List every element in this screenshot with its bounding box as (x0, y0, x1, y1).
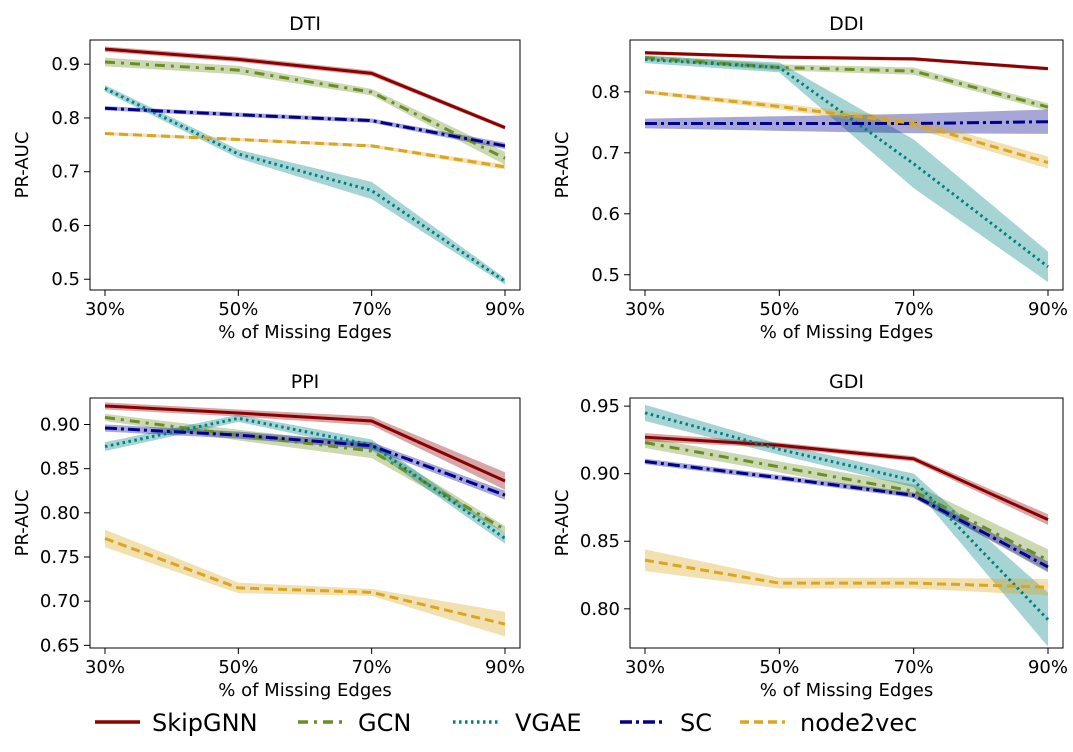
plot-frame (629, 397, 1064, 649)
band-node2vec (645, 549, 1048, 596)
band-skipgnn (105, 46, 505, 130)
line-skipgnn (104, 404, 506, 483)
y-tick-label: 0.85 (580, 531, 620, 552)
x-tick-label: 90% (1028, 657, 1068, 678)
x-tick-label: 30% (85, 657, 125, 678)
line-node2vec (644, 558, 1049, 589)
y-tick-label: 0.80 (580, 599, 620, 620)
y-axis-title: PR-AUC (552, 490, 573, 557)
legend-label-sc: SC (680, 709, 712, 737)
y-tick-label: 0.8 (51, 108, 80, 129)
y-tick-label: 0.5 (51, 269, 80, 290)
x-axis-title: % of Missing Edges (760, 680, 933, 701)
line-node2vec (644, 90, 1049, 165)
y-tick-label: 0.95 (580, 396, 620, 417)
x-tick-label: 50% (218, 299, 258, 320)
y-tick-label: 0.90 (580, 464, 620, 485)
band-node2vec (105, 131, 505, 170)
line-vgae (104, 87, 506, 283)
line-node2vec (104, 132, 506, 169)
x-tick-label: 70% (352, 299, 392, 320)
line-sc (645, 120, 1049, 126)
plot-frame (89, 39, 521, 291)
y-tick-label: 0.9 (51, 54, 80, 75)
x-tick-label: 70% (894, 657, 934, 678)
band-gcn (105, 57, 505, 165)
x-tick-label: 30% (625, 657, 665, 678)
y-tick-label: 0.70 (40, 591, 80, 612)
line-gcn (104, 60, 506, 160)
x-tick-label: 30% (85, 299, 125, 320)
line-skipgnn (104, 47, 506, 130)
line-gcn (104, 415, 506, 531)
x-tick-label: 90% (1028, 299, 1068, 320)
band-vgae (105, 414, 505, 544)
y-tick-label: 0.8 (591, 82, 620, 103)
x-axis-title: % of Missing Edges (760, 322, 933, 343)
x-tick-label: 50% (759, 299, 799, 320)
x-tick-label: 70% (894, 299, 934, 320)
x-axis-title: % of Missing Edges (218, 322, 391, 343)
x-tick-label: 70% (352, 657, 392, 678)
legend-label-skipgnn: SkipGNN (152, 709, 258, 737)
panel-title: DTI (289, 13, 321, 35)
panel-ddi: 30% 50% 70% 90% 0.5 0.6 0.7 0.8 DDI % of Missing … (552, 13, 1068, 343)
band-vgae (105, 85, 505, 285)
y-tick-label: 0.85 (40, 459, 80, 480)
line-vgae (104, 416, 506, 540)
line-skipgnn (644, 435, 1049, 521)
band-node2vec (645, 90, 1048, 169)
panel-title: GDI (829, 371, 864, 393)
plot-frame (629, 39, 1064, 291)
panel-gdi: 30% 50% 70% 90% 0.80 0.85 0.90 0.95 GDI % of Miss… (552, 371, 1068, 701)
band-sc (645, 109, 1048, 134)
band-vgae (645, 55, 1048, 283)
panel-title: PPI (291, 371, 320, 393)
y-tick-label: 0.7 (591, 143, 620, 164)
line-vgae (644, 411, 1050, 621)
y-axis-title: PR-AUC (12, 490, 33, 557)
line-gcn (644, 441, 1049, 562)
x-tick-label: 90% (485, 657, 525, 678)
y-tick-label: 0.6 (51, 215, 80, 236)
legend-label-gcn: GCN (358, 709, 411, 737)
line-sc (104, 426, 506, 497)
legend-label-vgae: VGAE (515, 709, 582, 737)
band-node2vec (105, 529, 505, 637)
y-tick-label: 0.5 (591, 265, 620, 286)
y-tick-label: 0.65 (40, 635, 80, 656)
y-axis-title: PR-AUC (552, 132, 573, 199)
line-sc (644, 460, 1049, 569)
y-tick-label: 0.7 (51, 162, 80, 183)
y-tick-label: 0.80 (40, 503, 80, 524)
y-tick-label: 0.90 (40, 415, 80, 436)
band-gcn (645, 55, 1048, 111)
y-axis-title: PR-AUC (12, 132, 33, 199)
line-sc (104, 106, 506, 148)
plot-frame (89, 397, 521, 649)
band-gcn (105, 413, 505, 534)
legend: SkipGNN GCN VGAE SC node2vec (95, 709, 917, 737)
x-tick-label: 50% (759, 657, 799, 678)
x-axis-title: % of Missing Edges (218, 680, 391, 701)
y-tick-label: 0.6 (591, 204, 620, 225)
line-node2vec (104, 537, 506, 626)
line-skipgnn (644, 51, 1049, 71)
x-tick-label: 50% (218, 657, 258, 678)
band-vgae (645, 404, 1048, 647)
legend-label-node2vec: node2vec (800, 709, 917, 737)
y-tick-label: 0.75 (40, 547, 80, 568)
x-tick-label: 30% (625, 299, 665, 320)
x-tick-label: 90% (485, 299, 525, 320)
panel-dti: 30% 50% 70% 90% 0.5 0.6 0.7 0.8 0.9 DTI % of Missi… (12, 13, 525, 343)
panel-title: DDI (829, 13, 864, 35)
panel-ppi: 30% 50% 70% 90% 0.65 0.70 0.75 0.80 0.85 0.90 PPI%… (12, 371, 525, 701)
